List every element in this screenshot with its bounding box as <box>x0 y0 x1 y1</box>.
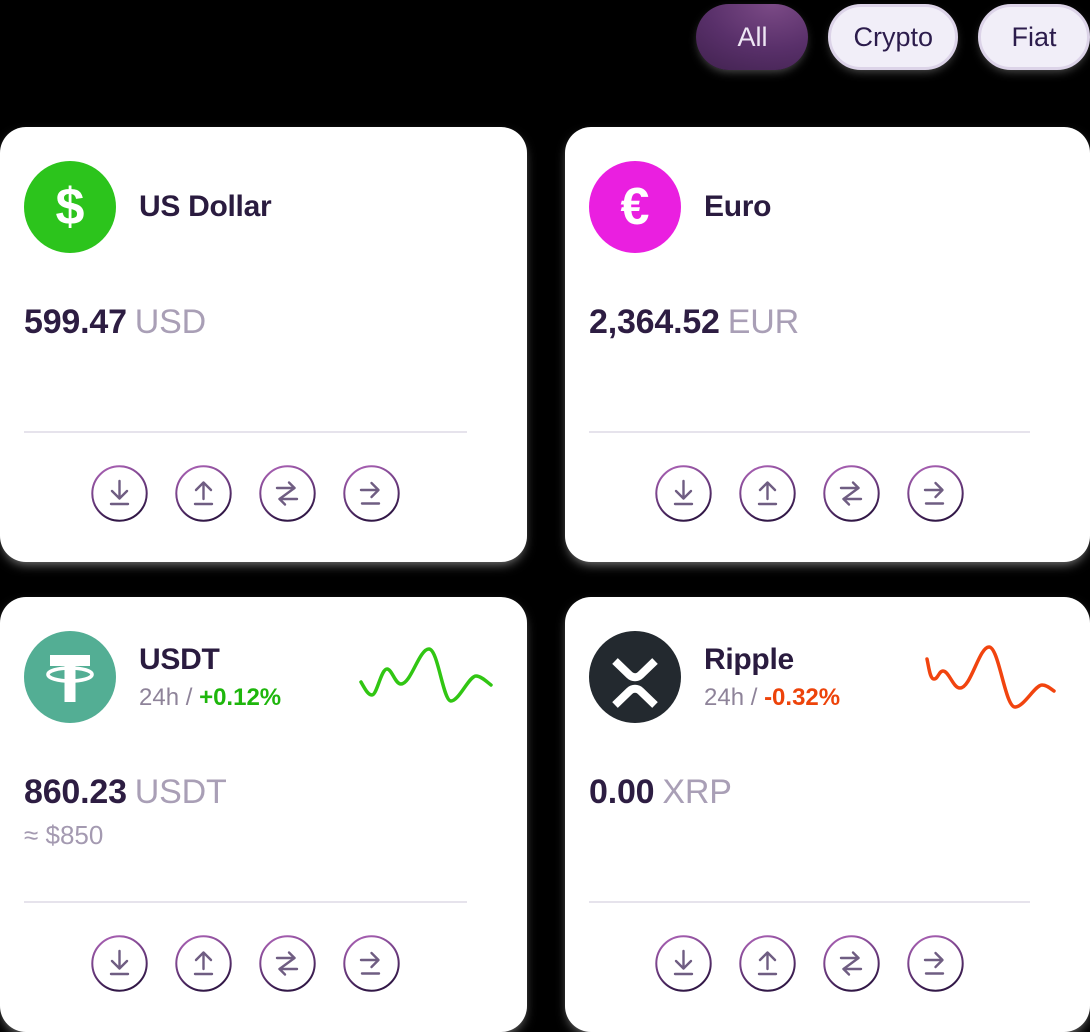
balance-row: 599.47 USD <box>24 303 503 342</box>
swap-arrows-icon <box>259 465 316 522</box>
filter-tab-crypto[interactable]: Crypto <box>828 4 958 70</box>
change-row: 24h / -0.32% <box>704 684 840 712</box>
price-sparkline <box>359 647 493 703</box>
transfer-button[interactable] <box>907 465 964 522</box>
send-button[interactable] <box>739 935 796 992</box>
arrow-right-underline-icon <box>343 465 400 522</box>
xrp-coin-icon <box>589 631 681 723</box>
card-title: US Dollar <box>139 190 272 223</box>
card-title: Ripple <box>704 642 794 676</box>
card-header: USDT 24h / +0.12% <box>24 631 503 723</box>
filter-tab-fiat[interactable]: Fiat <box>978 4 1090 70</box>
send-button[interactable] <box>175 935 232 992</box>
swap-arrows-icon <box>259 935 316 992</box>
exchange-button[interactable] <box>823 935 880 992</box>
balance-amount: 2,364.52 <box>589 303 720 341</box>
card-title: USDT <box>139 642 220 676</box>
wallet-card-usdt: USDT 24h / +0.12% 860.23 USDT ≈ $850 <box>0 597 527 1032</box>
price-sparkline <box>925 645 1056 709</box>
change-value: -0.32% <box>764 683 841 711</box>
transfer-button[interactable] <box>343 465 400 522</box>
card-divider <box>589 901 1030 903</box>
arrow-down-underline-icon <box>91 935 148 992</box>
card-header: Ripple 24h / -0.32% <box>589 631 1066 723</box>
exchange-button[interactable] <box>823 465 880 522</box>
balance-row: 0.00 XRP <box>589 773 1066 812</box>
card-divider <box>589 431 1030 433</box>
arrow-down-underline-icon <box>655 465 712 522</box>
swap-arrows-icon <box>823 465 880 522</box>
arrow-up-underline-icon <box>175 935 232 992</box>
card-header: € Euro <box>589 161 1066 253</box>
balance-amount: 860.23 <box>24 773 127 811</box>
arrow-down-underline-icon <box>655 935 712 992</box>
filter-tabs: All Crypto Fiat <box>696 4 1090 70</box>
receive-button[interactable] <box>91 935 148 992</box>
exchange-button[interactable] <box>259 935 316 992</box>
receive-button[interactable] <box>655 465 712 522</box>
receive-button[interactable] <box>91 465 148 522</box>
euro-coin-icon: € <box>589 161 681 253</box>
exchange-button[interactable] <box>259 465 316 522</box>
card-actions <box>24 935 467 992</box>
wallet-cards-grid: $ US Dollar 599.47 USD <box>0 127 1090 1032</box>
card-actions <box>589 465 1030 522</box>
fiat-equivalent: ≈ $850 <box>24 820 104 850</box>
card-actions <box>24 465 467 522</box>
card-title: Euro <box>704 190 772 223</box>
receive-button[interactable] <box>655 935 712 992</box>
tether-coin-icon <box>24 631 116 723</box>
balance-amount: 599.47 <box>24 303 127 341</box>
send-button[interactable] <box>739 465 796 522</box>
arrow-up-underline-icon <box>739 935 796 992</box>
arrow-down-underline-icon <box>91 465 148 522</box>
balance-row: 860.23 USDT <box>24 773 503 812</box>
arrow-right-underline-icon <box>343 935 400 992</box>
wallet-card-usd: $ US Dollar 599.47 USD <box>0 127 527 562</box>
transfer-button[interactable] <box>343 935 400 992</box>
euro-symbol: € <box>620 178 650 236</box>
wallet-card-eur: € Euro 2,364.52 EUR <box>565 127 1090 562</box>
card-actions <box>589 935 1030 992</box>
arrow-up-underline-icon <box>739 465 796 522</box>
change-period: 24h / <box>139 683 193 711</box>
filter-tab-all[interactable]: All <box>696 4 809 70</box>
balance-currency: USDT <box>134 773 227 811</box>
send-button[interactable] <box>175 465 232 522</box>
change-value: +0.12% <box>199 683 282 711</box>
wallet-card-xrp: Ripple 24h / -0.32% 0.00 XRP <box>565 597 1090 1032</box>
balance-amount: 0.00 <box>589 773 655 811</box>
change-row: 24h / +0.12% <box>139 684 281 712</box>
card-header: $ US Dollar <box>24 161 503 253</box>
card-divider <box>24 431 467 433</box>
dollar-coin-icon: $ <box>24 161 116 253</box>
card-divider <box>24 901 467 903</box>
balance-currency: XRP <box>662 773 732 811</box>
change-period: 24h / <box>704 683 758 711</box>
balance-currency: USD <box>134 303 206 341</box>
arrow-up-underline-icon <box>175 465 232 522</box>
balance-currency: EUR <box>727 303 799 341</box>
transfer-button[interactable] <box>907 935 964 992</box>
balance-row: 2,364.52 EUR <box>589 303 1066 342</box>
arrow-right-underline-icon <box>907 935 964 992</box>
arrow-right-underline-icon <box>907 465 964 522</box>
swap-arrows-icon <box>823 935 880 992</box>
dollar-symbol: $ <box>55 178 85 236</box>
